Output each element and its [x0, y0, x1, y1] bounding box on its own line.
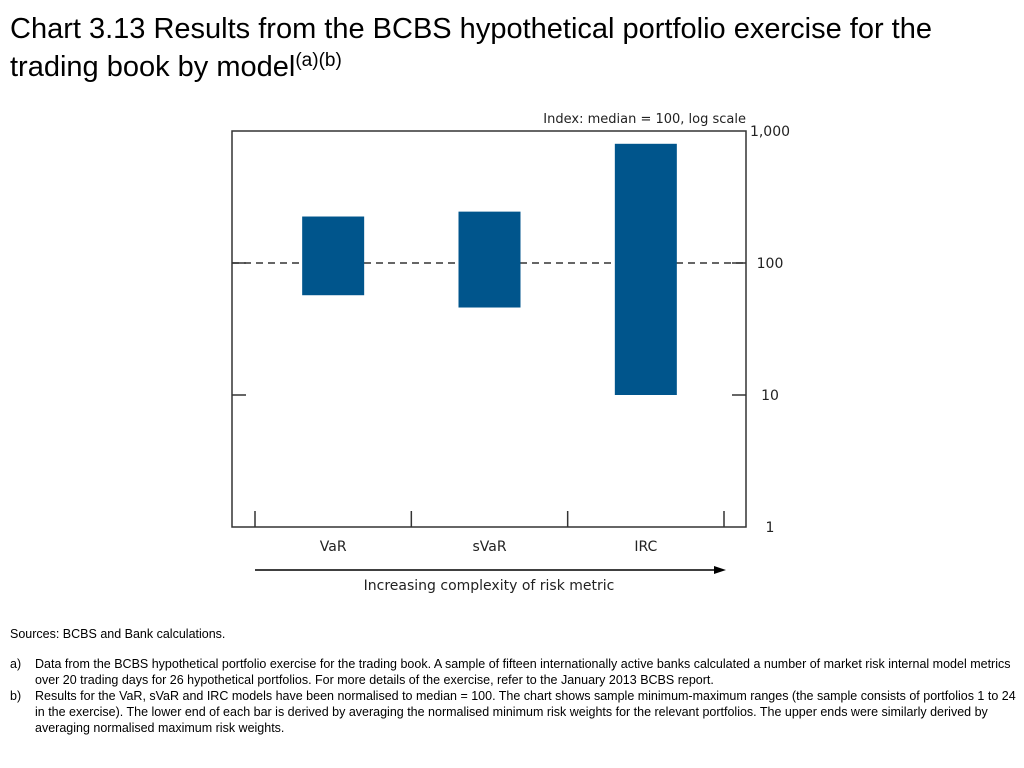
x-tick-label: VaR	[320, 539, 347, 555]
chart-title: Chart 3.13 Results from the BCBS hypothe…	[10, 10, 1014, 86]
y-tick-label: 1	[766, 520, 775, 536]
sources-line: Sources: BCBS and Bank calculations.	[10, 627, 226, 641]
title-footnote-markers: (a)(b)	[295, 50, 342, 71]
footnotes: Sources: BCBS and Bank calculations. a) …	[10, 626, 1016, 736]
range-bar-irc	[614, 143, 677, 395]
footnote-label: a)	[10, 657, 22, 671]
range-bar-svar	[458, 211, 521, 308]
footnote-text: Data from the BCBS hypothetical portfoli…	[35, 657, 1011, 687]
footnote-b: b) Results for the VaR, sVaR and IRC mod…	[10, 688, 1016, 736]
y-axis: 1,000 100 10 1	[232, 124, 790, 536]
complexity-arrow-head	[714, 566, 726, 574]
range-chart: Index: median = 100, log scale 1,0001001…	[231, 112, 790, 594]
x-tick-label: sVaR	[472, 539, 506, 555]
y-tick-label: 1,000	[750, 124, 790, 140]
x-axis-label: Increasing complexity of risk metric	[364, 578, 615, 594]
x-tick-label: IRC	[634, 539, 657, 555]
y-tick-label: 100	[757, 256, 784, 272]
range-bar-var	[302, 216, 365, 296]
range-bars	[302, 143, 677, 395]
y-tick-label: 10	[761, 388, 779, 404]
scale-note: Index: median = 100, log scale	[543, 112, 746, 127]
footnote-a: a) Data from the BCBS hypothetical portf…	[10, 656, 1016, 688]
x-axis	[254, 511, 725, 527]
plot-frame	[231, 130, 747, 528]
chart-title-text: Chart 3.13 Results from the BCBS hypothe…	[10, 13, 932, 83]
footnote-text: Results for the VaR, sVaR and IRC models…	[35, 689, 1016, 735]
x-axis-labels: VaR sVaR IRC	[320, 539, 658, 555]
footnote-label: b)	[10, 689, 22, 703]
